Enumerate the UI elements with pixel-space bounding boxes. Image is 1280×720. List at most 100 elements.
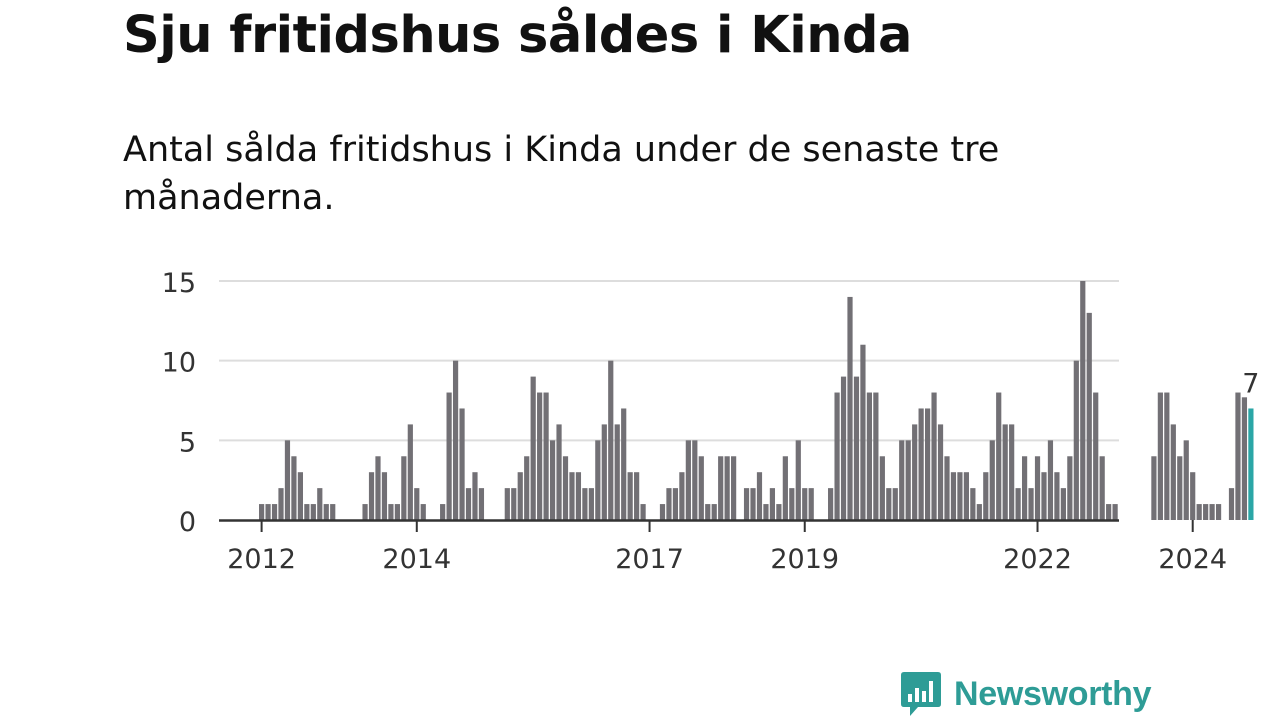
bar (608, 360, 614, 520)
bar (304, 504, 310, 520)
bar (1241, 397, 1248, 520)
bar (440, 504, 446, 520)
bar (549, 440, 556, 520)
chart-title: Sju fritidshus såldes i Kinda (123, 6, 912, 65)
bar (640, 504, 646, 520)
bar (873, 392, 879, 520)
bar (265, 504, 271, 520)
bar (1009, 424, 1015, 520)
x-tick-label: 2022 (1003, 544, 1072, 575)
bar (284, 440, 291, 520)
bar (1235, 392, 1241, 520)
bar (414, 488, 420, 520)
bar (685, 440, 691, 520)
bar (1086, 312, 1092, 520)
bar (957, 472, 963, 520)
bar (375, 456, 381, 520)
bar (950, 472, 957, 520)
bar (963, 472, 969, 520)
bar (1073, 360, 1079, 520)
bar (1002, 424, 1008, 520)
bar (459, 408, 465, 520)
bar (317, 488, 323, 520)
bar (711, 504, 717, 520)
bar (259, 504, 265, 520)
bar (731, 456, 737, 520)
bar (1151, 456, 1157, 520)
x-tick-label: 2014 (382, 544, 451, 575)
bar (1209, 504, 1215, 520)
bar (912, 424, 918, 520)
bar (1099, 456, 1105, 520)
bar (562, 456, 569, 520)
bar (672, 488, 679, 520)
bar (478, 488, 485, 520)
bar (1170, 424, 1176, 520)
bar (582, 488, 588, 520)
bar (679, 472, 685, 520)
bar (1203, 504, 1209, 520)
bar (614, 424, 620, 520)
bar (575, 472, 582, 520)
bar (517, 472, 523, 520)
bar (743, 488, 750, 520)
bar (452, 360, 459, 520)
bar (1106, 504, 1112, 520)
bar (323, 504, 329, 520)
bar (944, 456, 950, 520)
highlight-value-label: 7 (1242, 368, 1259, 399)
newsworthy-logo-icon (901, 672, 941, 716)
bar (621, 408, 627, 520)
bar (1054, 472, 1060, 520)
bar (666, 488, 672, 520)
y-tick-label: 10 (162, 348, 196, 379)
bar (718, 456, 724, 520)
x-tick-label: 2017 (615, 544, 684, 575)
bar (278, 488, 284, 520)
newsworthy-brand[interactable]: Newsworthy (900, 670, 1152, 718)
bar (905, 440, 911, 520)
bar (1112, 504, 1118, 520)
bar (698, 456, 704, 520)
bar (1021, 456, 1028, 520)
bar (524, 456, 530, 520)
bar (937, 424, 944, 520)
bar (976, 504, 982, 520)
bar (401, 456, 407, 520)
bar (828, 488, 834, 520)
bar (756, 472, 763, 520)
bar (1047, 440, 1054, 520)
x-tick-label: 2012 (227, 544, 296, 575)
bar (388, 504, 394, 520)
y-tick-label: 0 (179, 507, 196, 538)
bar (892, 488, 898, 520)
bar (420, 504, 426, 520)
bar (769, 488, 776, 520)
bar (789, 488, 795, 520)
bar (989, 440, 995, 520)
bar (782, 456, 788, 520)
bar (795, 440, 801, 520)
highlight-bar (1248, 408, 1254, 520)
bar (291, 456, 297, 520)
bar (511, 488, 517, 520)
bar (925, 408, 931, 520)
bar (407, 424, 413, 520)
chart-subtitle: Antal sålda fritidshus i Kinda under de … (123, 130, 1000, 218)
bar (381, 472, 388, 520)
bar (394, 504, 400, 520)
bar (1034, 456, 1041, 520)
bar (1041, 472, 1047, 520)
bar (776, 504, 782, 520)
bar (970, 488, 976, 520)
bar (556, 424, 562, 520)
bar (1183, 440, 1189, 520)
bar (362, 504, 368, 520)
bar (601, 424, 607, 520)
y-tick-label: 15 (162, 268, 196, 299)
bar (446, 392, 452, 520)
bar (627, 472, 633, 520)
bar (860, 344, 866, 520)
bar (853, 376, 860, 520)
bar (1164, 392, 1170, 520)
